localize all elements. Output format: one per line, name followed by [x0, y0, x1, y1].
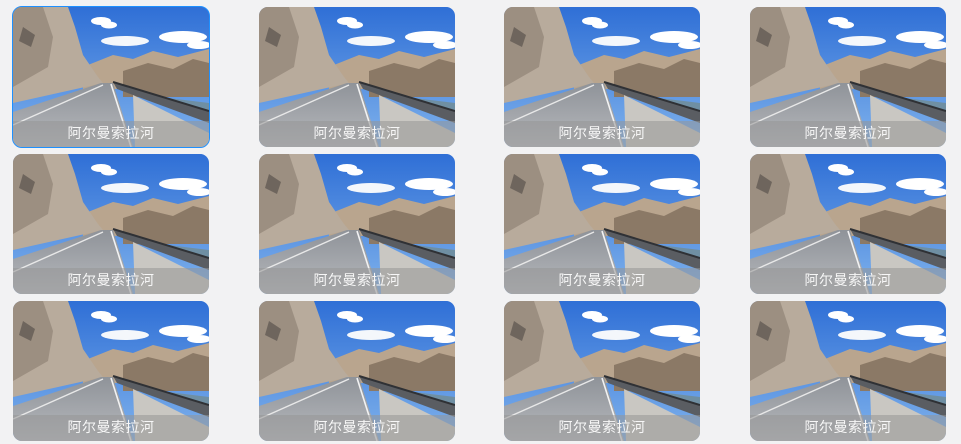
thumbnail-caption: 阿尔曼索拉河 — [259, 415, 455, 441]
gallery-thumbnail[interactable]: 阿尔曼索拉河 — [504, 301, 700, 441]
thumbnail-caption: 阿尔曼索拉河 — [750, 121, 946, 147]
thumbnail-caption: 阿尔曼索拉河 — [259, 121, 455, 147]
gallery-thumbnail[interactable]: 阿尔曼索拉河 — [13, 301, 209, 441]
gallery-thumbnail[interactable]: 阿尔曼索拉河 — [259, 154, 455, 294]
gallery-thumbnail[interactable]: 阿尔曼索拉河 — [13, 154, 209, 294]
thumbnail-caption: 阿尔曼索拉河 — [259, 268, 455, 294]
gallery-thumbnail[interactable]: 阿尔曼索拉河 — [750, 7, 946, 147]
gallery-thumbnail[interactable]: 阿尔曼索拉河 — [750, 301, 946, 441]
thumbnail-caption: 阿尔曼索拉河 — [504, 121, 700, 147]
gallery-thumbnail[interactable]: 阿尔曼索拉河 — [12, 6, 210, 148]
thumbnail-caption: 阿尔曼索拉河 — [13, 268, 209, 294]
thumbnail-caption: 阿尔曼索拉河 — [504, 415, 700, 441]
thumbnail-caption: 阿尔曼索拉河 — [750, 415, 946, 441]
thumbnail-caption: 阿尔曼索拉河 — [13, 415, 209, 441]
thumbnail-caption: 阿尔曼索拉河 — [504, 268, 700, 294]
gallery-thumbnail[interactable]: 阿尔曼索拉河 — [259, 7, 455, 147]
thumbnail-caption: 阿尔曼索拉河 — [750, 268, 946, 294]
gallery-thumbnail[interactable]: 阿尔曼索拉河 — [750, 154, 946, 294]
gallery-thumbnail[interactable]: 阿尔曼索拉河 — [504, 154, 700, 294]
gallery-thumbnail[interactable]: 阿尔曼索拉河 — [259, 301, 455, 441]
thumbnail-caption: 阿尔曼索拉河 — [13, 121, 209, 147]
gallery-thumbnail[interactable]: 阿尔曼索拉河 — [504, 7, 700, 147]
